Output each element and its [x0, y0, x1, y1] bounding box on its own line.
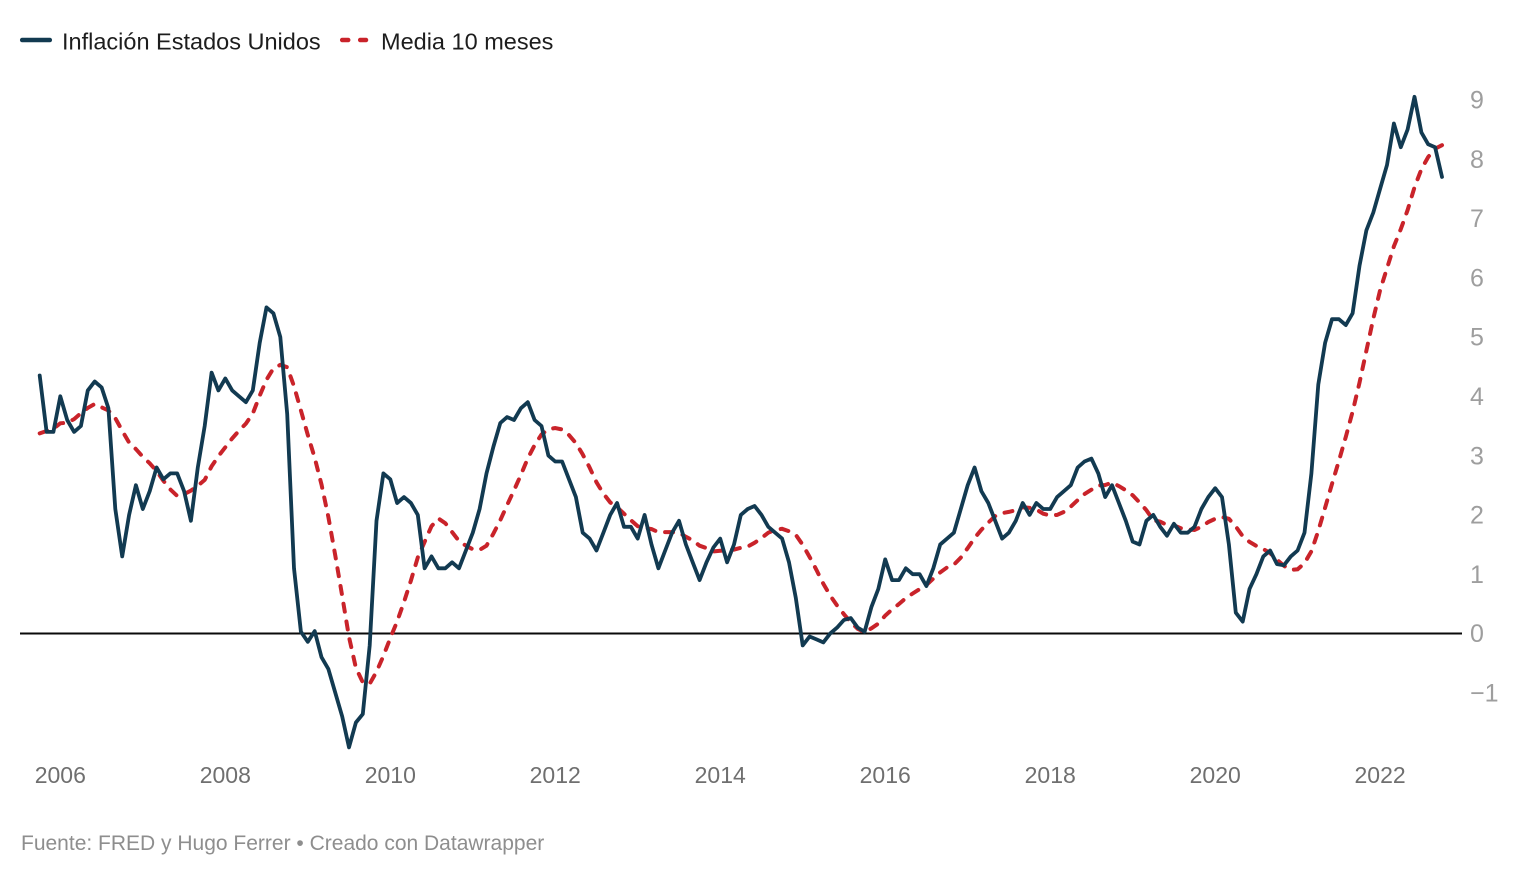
- svg-text:3: 3: [1470, 442, 1484, 470]
- svg-text:0: 0: [1470, 620, 1484, 648]
- svg-text:−1: −1: [1470, 680, 1499, 708]
- svg-text:2010: 2010: [365, 762, 416, 788]
- svg-text:8: 8: [1470, 146, 1484, 174]
- svg-text:2018: 2018: [1025, 762, 1076, 788]
- svg-text:2012: 2012: [530, 762, 581, 788]
- svg-text:1: 1: [1470, 561, 1484, 589]
- svg-text:7: 7: [1470, 205, 1484, 233]
- svg-text:5: 5: [1470, 324, 1484, 352]
- svg-text:Fuente: FRED y Hugo Ferrer • C: Fuente: FRED y Hugo Ferrer • Creado con …: [21, 832, 544, 855]
- svg-text:2016: 2016: [860, 762, 911, 788]
- svg-text:6: 6: [1470, 264, 1484, 292]
- svg-text:2008: 2008: [200, 762, 251, 788]
- svg-text:4: 4: [1470, 383, 1484, 411]
- svg-text:2: 2: [1470, 502, 1484, 530]
- svg-text:2006: 2006: [35, 762, 86, 788]
- svg-text:9: 9: [1470, 87, 1484, 115]
- svg-text:Inflación Estados Unidos: Inflación Estados Unidos: [62, 29, 321, 55]
- svg-text:2014: 2014: [695, 762, 746, 788]
- svg-text:2020: 2020: [1190, 762, 1241, 788]
- svg-text:Media 10 meses: Media 10 meses: [381, 29, 553, 55]
- svg-text:2022: 2022: [1355, 762, 1406, 788]
